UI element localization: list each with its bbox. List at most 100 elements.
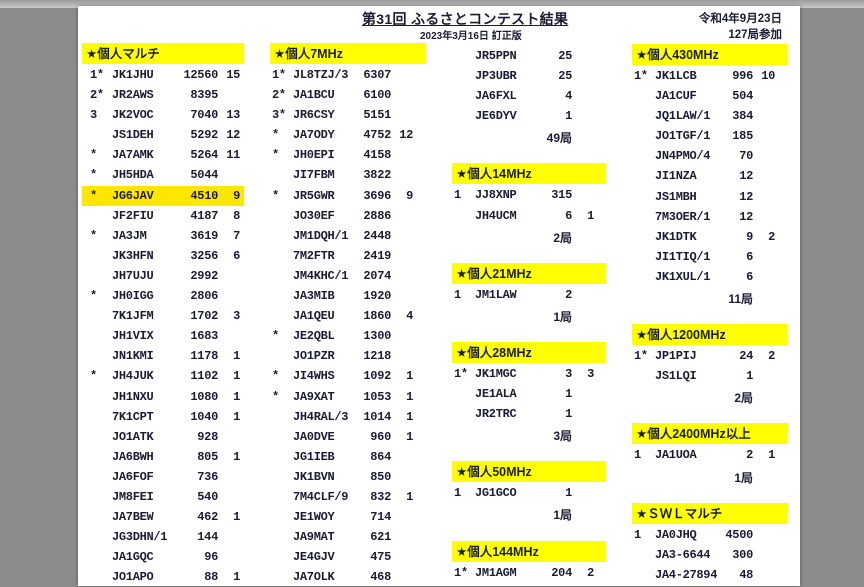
multi: 6 [233, 248, 240, 263]
callsign: JS1MBH [655, 189, 697, 204]
result-row: 1 JG1GCO 1 [452, 483, 606, 503]
rank: 1 [634, 527, 641, 542]
callsign: JH4JUK [112, 369, 154, 384]
callsign: JS1DEH [112, 128, 154, 143]
result-row: JK3HFN 3256 6 [82, 246, 244, 266]
result-row: JA6FXL 4 [452, 86, 606, 106]
score: 996 [732, 69, 753, 83]
score: 12 [739, 209, 753, 224]
section-header: ★個人14MHz [452, 163, 606, 185]
callsign: JP3UBR [475, 69, 517, 84]
multi: 10 [761, 69, 775, 83]
result-row: JK1DTK 9 2 [632, 227, 787, 247]
callsign: JO1APO [112, 570, 154, 585]
callsign: JQ1LAW/1 [655, 109, 711, 124]
result-row: 7K1CPT 1040 1 [82, 407, 244, 427]
result-row: 1 JA0JHQ 4500 [632, 525, 787, 545]
station-total-text: 3局 [553, 429, 572, 444]
result-row: JG3DHN/1 144 [82, 527, 244, 547]
result-row: JA1GQC 96 [82, 547, 244, 567]
result-row: 1* JL8TZJ/3 6307 [270, 65, 425, 85]
result-row: * JR5GWR 3696 9 [270, 186, 425, 206]
score: 1102 [190, 369, 218, 384]
score: 4187 [190, 208, 218, 223]
callsign: JK1MGC [475, 366, 517, 381]
multi: 1 [233, 409, 240, 424]
callsign: JM1LAW [475, 287, 517, 302]
callsign: 7K1CPT [112, 409, 154, 424]
multi: 13 [226, 108, 240, 123]
score: 960 [370, 429, 391, 444]
result-row: * JH4JUK 1102 1 [82, 366, 244, 386]
multi: 1 [233, 389, 240, 404]
result-row: * JA3JM 3619 7 [82, 226, 244, 246]
score: 1 [746, 369, 753, 384]
score: 315 [551, 188, 572, 203]
callsign: JI1TIQ/1 [655, 249, 711, 264]
result-row: JA0DVE 960 1 [270, 427, 425, 447]
callsign: JI4WHS [293, 369, 335, 384]
score: 3696 [363, 188, 391, 203]
callsign: JE2QBL [293, 329, 335, 344]
result-row: JS1LQI 1 [632, 366, 787, 386]
participant-count: 127局参加 [728, 29, 782, 41]
result-row: 7M2FTR 2419 [270, 246, 425, 266]
callsign: JO1ATK [112, 429, 154, 444]
callsign: JK1LCB [655, 69, 697, 83]
section-header: ★個人1200MHz [632, 324, 787, 346]
section-header: ★ＳＷＬマルチ [632, 502, 787, 524]
section-header: ★個人21MHz [452, 262, 606, 284]
result-row: JA6FOF 736 [82, 467, 244, 487]
score: 1 [565, 486, 572, 501]
score: 1 [565, 407, 572, 422]
callsign: JK1XUL/1 [655, 269, 711, 284]
rank: 1 [454, 287, 461, 302]
rank: * [90, 289, 97, 304]
score: 88 [204, 570, 218, 585]
score: 5292 [190, 128, 218, 143]
score: 805 [197, 449, 218, 464]
multi: 3 [233, 309, 240, 324]
score: 475 [370, 550, 391, 565]
callsign: JH1NXU [112, 389, 154, 404]
callsign: JE1WOY [293, 510, 335, 525]
result-row: 1 JJ8XNP 315 [452, 185, 606, 205]
result-row: JN4PMO/4 70 [632, 146, 787, 166]
result-row: JA7OLK 468 [270, 567, 425, 587]
multi: 7 [233, 228, 240, 243]
score: 3822 [363, 168, 391, 183]
viewer-top-edge [0, 0, 864, 8]
score: 6307 [363, 68, 391, 82]
station-total: 2局 [452, 226, 606, 246]
rank: 1* [634, 69, 648, 83]
rank: * [90, 228, 97, 243]
score: 540 [197, 489, 218, 504]
multi: 2 [768, 229, 775, 244]
result-row: JH1NXU 1080 1 [82, 387, 244, 407]
callsign: JA9MAT [293, 530, 335, 545]
score: 12 [739, 189, 753, 204]
callsign: JG1IEB [293, 449, 335, 464]
station-total-text: 11局 [728, 292, 753, 307]
multi: 1 [233, 570, 240, 585]
callsign: JH4UCM [475, 208, 517, 223]
rank: * [90, 369, 97, 384]
score: 864 [370, 449, 391, 464]
score: 468 [370, 570, 391, 585]
station-total: 3局 [452, 424, 606, 444]
multi: 1 [587, 208, 594, 223]
result-row: JS1DEH 5292 12 [82, 125, 244, 145]
callsign: JJ8XNP [475, 188, 517, 203]
rank: 3 [90, 108, 97, 123]
rank: * [272, 389, 279, 404]
result-row-highlighted: * JG6JAV 4510 9 [82, 185, 244, 206]
multi: 1 [233, 449, 240, 464]
callsign: JE6DYV [475, 109, 517, 124]
result-row: 1* JK1LCB 996 10 [632, 66, 787, 86]
callsign: JA3-6644 [655, 547, 711, 562]
score: 504 [732, 89, 753, 104]
rank: 2* [90, 88, 104, 103]
result-row: JI7FBM 3822 [270, 165, 425, 185]
section-header: ★個人28MHz [452, 341, 606, 363]
multi: 1 [768, 448, 775, 463]
